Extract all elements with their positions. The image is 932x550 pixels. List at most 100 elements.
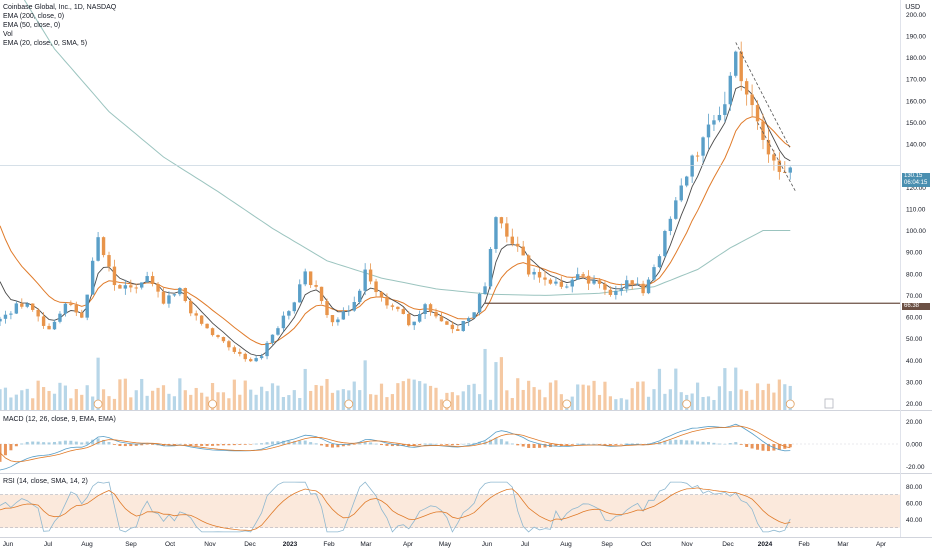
candle-body — [603, 283, 607, 290]
candle-body — [456, 329, 460, 331]
volume-bar — [341, 389, 345, 410]
y-tick-label: 160.00 — [906, 98, 926, 105]
candle-body — [663, 230, 667, 257]
x-tick-label: Jun — [3, 541, 14, 548]
candle-body — [472, 312, 476, 319]
candle-body — [401, 309, 405, 314]
candle-body — [178, 288, 182, 295]
volume-bar — [161, 385, 166, 410]
volume-bar — [369, 394, 373, 410]
macd-histogram-bar — [489, 439, 492, 445]
candle-body — [619, 288, 623, 291]
volume-bar — [728, 391, 732, 410]
volume-bar — [418, 381, 422, 410]
level-price-tag: 66.38 — [902, 303, 930, 310]
volume-bar — [456, 395, 460, 410]
rsi-panel: 80.00 60.00 40.00 — [0, 481, 923, 533]
volume-bar — [63, 385, 67, 410]
volume-bar — [657, 368, 662, 410]
volume-bar — [467, 384, 471, 410]
candle-body — [161, 291, 166, 304]
volume-bar — [52, 393, 57, 410]
macd-histogram-bar — [554, 444, 558, 447]
chart-legend: Coinbase Global, Inc., 1D, NASDAQ EMA (2… — [3, 3, 116, 48]
volume-bar — [499, 357, 503, 410]
candle-body — [570, 279, 574, 287]
volume-bar — [232, 379, 236, 410]
candle-body — [363, 269, 367, 291]
x-tick-label: Feb — [323, 541, 335, 548]
macd-histogram-bar — [598, 444, 601, 445]
volume-bar — [788, 385, 792, 410]
candle-body — [36, 309, 40, 317]
volume-bar — [238, 394, 242, 410]
candle-body — [499, 217, 504, 224]
macd-histogram-bar — [456, 444, 460, 446]
volume-bar — [101, 389, 106, 410]
volume-bar — [352, 381, 356, 410]
earnings-icon — [682, 399, 692, 409]
candle-body — [129, 285, 133, 288]
macd-panel: 20.00 0.000 -20.00 — [0, 419, 925, 471]
candle-body — [537, 271, 542, 278]
volume-bar — [91, 396, 95, 410]
macd-histogram-bar — [80, 442, 84, 445]
macd-histogram-bar — [232, 444, 236, 446]
candle-body — [657, 256, 662, 268]
macd-histogram-bar — [3, 444, 7, 456]
volume-bar — [287, 395, 291, 410]
macd-histogram-bar — [200, 444, 204, 446]
ema20-line — [0, 85, 791, 357]
candle-body — [199, 315, 204, 324]
volume-bar — [663, 393, 667, 410]
macd-histogram-bar — [140, 444, 144, 446]
macd-histogram-bar — [194, 444, 198, 446]
x-tick-label: Sep — [601, 541, 613, 548]
macd-histogram-bar — [750, 444, 754, 449]
macd-histogram-bar — [423, 443, 427, 445]
candle-body — [592, 280, 596, 284]
earnings-icon — [93, 399, 103, 409]
volume-bar — [510, 398, 514, 410]
volume-bar — [20, 390, 24, 410]
volume-bar — [766, 383, 771, 410]
candle-body — [526, 255, 531, 275]
x-tick-label: Oct — [165, 541, 175, 548]
candle-body — [744, 81, 749, 95]
macd-histogram-bar — [777, 444, 781, 450]
x-tick-label: Jul — [44, 541, 53, 548]
volume-bar — [723, 368, 727, 410]
macd-histogram-bar — [254, 443, 258, 445]
earnings-icon — [442, 399, 452, 409]
candle-body — [58, 313, 62, 322]
legend-volume: Vol — [3, 31, 13, 38]
rsi-line — [0, 481, 791, 533]
volume-bar — [374, 394, 378, 410]
volume-bar — [189, 394, 193, 410]
macd-histogram-bar — [118, 444, 122, 446]
macd-histogram-bar — [352, 444, 356, 445]
x-tick-label: May — [439, 541, 452, 548]
volume-bar — [706, 396, 711, 410]
macd-histogram-bar — [461, 443, 465, 445]
macd-histogram-bar — [429, 443, 433, 445]
macd-histogram-bar — [298, 440, 302, 445]
volume-bar — [156, 387, 160, 410]
macd-histogram-bar — [745, 444, 749, 447]
candle-body — [750, 94, 754, 106]
macd-histogram-bar — [281, 440, 285, 445]
macd-histogram-bar — [221, 444, 225, 446]
candle-body — [90, 260, 95, 295]
x-tick-label: Feb — [798, 541, 810, 548]
volume-bar — [80, 394, 84, 410]
ema50-line — [0, 116, 791, 346]
macd-histogram-bar — [134, 444, 138, 446]
volume-bar — [319, 385, 324, 410]
candle-body — [635, 283, 640, 285]
volume-bar — [696, 382, 700, 410]
volume-bar — [576, 384, 580, 410]
volume-bar — [112, 398, 117, 410]
y-tick-label: 140.00 — [906, 142, 926, 149]
